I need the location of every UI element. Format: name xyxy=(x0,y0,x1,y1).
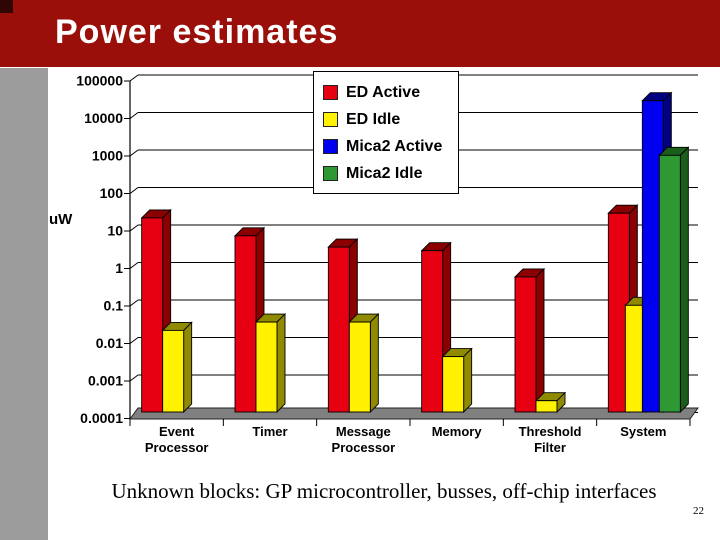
svg-text:1000: 1000 xyxy=(92,148,123,164)
category-label: Memory xyxy=(431,424,482,439)
svg-text:10000: 10000 xyxy=(84,110,123,126)
legend-item: ED Idle xyxy=(323,106,458,133)
svg-text:0.1: 0.1 xyxy=(104,298,124,314)
svg-text:100: 100 xyxy=(100,185,124,201)
legend-label: Mica2 Idle xyxy=(346,164,423,182)
category-label: Threshold Filter xyxy=(518,424,582,456)
legend-swatch-mica2-idle xyxy=(323,166,338,181)
chart-legend: ED Active ED Idle Mica2 Active Mica2 Idl… xyxy=(313,71,459,194)
legend-item: ED Active xyxy=(323,79,458,106)
category-label: Event Processor xyxy=(144,424,209,456)
svg-text:1: 1 xyxy=(115,260,123,276)
category-label: Timer xyxy=(252,424,288,439)
corner-accent xyxy=(0,0,13,13)
category-label: System xyxy=(620,424,667,439)
svg-text:0.001: 0.001 xyxy=(88,373,123,389)
svg-text:100000: 100000 xyxy=(76,73,123,89)
legend-item: Mica2 Idle xyxy=(323,160,458,187)
legend-label: Mica2 Active xyxy=(346,137,443,155)
page-number: 22 xyxy=(693,505,704,517)
footer-note: Unknown blocks: GP microcontroller, buss… xyxy=(111,479,657,503)
category-label: Message Processor xyxy=(331,424,396,456)
legend-item: Mica2 Active xyxy=(323,133,458,160)
svg-text:0.01: 0.01 xyxy=(96,335,123,351)
svg-text:0.0001: 0.0001 xyxy=(80,410,123,426)
legend-label: ED Active xyxy=(346,83,421,101)
title-banner: Power estimates xyxy=(0,0,720,67)
slide-title: Power estimates xyxy=(55,13,339,51)
legend-swatch-mica2-active xyxy=(323,139,338,154)
legend-swatch-ed-active xyxy=(323,85,338,100)
side-strip xyxy=(0,68,48,540)
svg-text:10: 10 xyxy=(107,223,123,239)
legend-swatch-ed-idle xyxy=(323,112,338,127)
y-axis-label: uW xyxy=(49,211,73,228)
legend-label: ED Idle xyxy=(346,110,401,128)
